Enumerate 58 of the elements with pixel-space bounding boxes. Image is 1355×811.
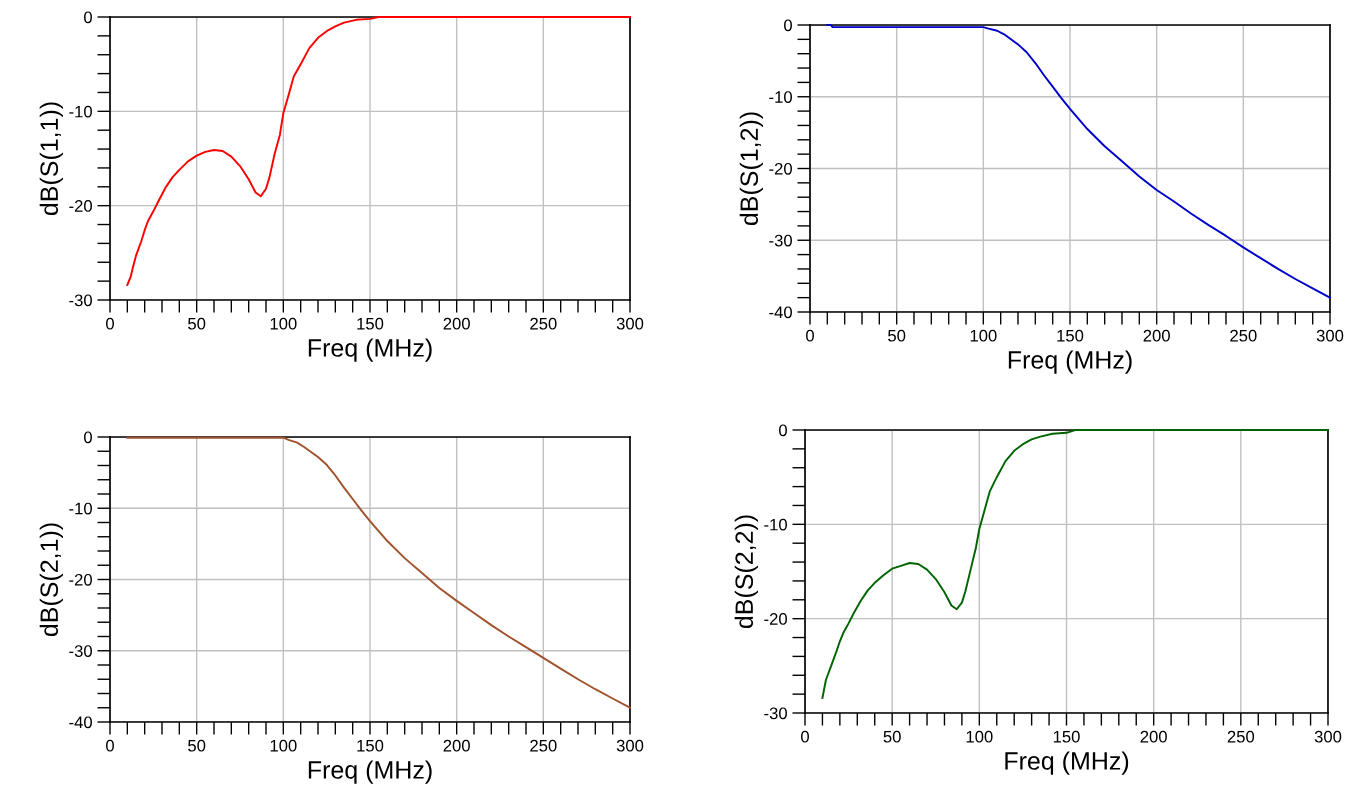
y-axis-title: dB(S(1,1)) xyxy=(39,102,63,216)
x-tick-label: 200 xyxy=(443,317,470,330)
x-tick-label: 250 xyxy=(530,317,557,330)
y-tick-label: -10 xyxy=(69,105,92,118)
y-tick-label: 0 xyxy=(84,431,92,444)
y-tick-label: -30 xyxy=(69,645,92,657)
x-tick-label: 50 xyxy=(188,317,206,330)
x-tick-label: 250 xyxy=(1227,730,1255,743)
x-tick-label: 200 xyxy=(1140,730,1167,743)
x-tick-label: 150 xyxy=(357,317,384,330)
x-tick-label: 100 xyxy=(270,317,297,330)
x-tick-label: 150 xyxy=(1057,329,1084,342)
y-tick-label: -20 xyxy=(769,162,792,175)
y-tick-label: -40 xyxy=(769,306,792,319)
y-tick-label: -20 xyxy=(764,613,787,625)
x-tick-label: 0 xyxy=(806,329,814,342)
y-tick-label: -40 xyxy=(69,716,92,729)
x-tick-label: 100 xyxy=(966,730,993,743)
line-series xyxy=(821,429,1329,699)
y-tick-label: 0 xyxy=(84,11,92,24)
x-tick-label: 0 xyxy=(106,739,114,752)
x-tick-label: 50 xyxy=(883,730,901,743)
y-tick-label: 0 xyxy=(779,424,787,437)
y-tick-label: -30 xyxy=(764,707,787,720)
x-tick-label: 50 xyxy=(888,329,906,342)
y-axis-title: dB(S(1,2)) xyxy=(739,112,763,226)
y-tick-label: -10 xyxy=(769,91,792,103)
x-tick-label: 200 xyxy=(443,739,470,752)
x-axis-title: Freq (MHz) xyxy=(1005,751,1129,775)
y-tick-label: -30 xyxy=(769,234,792,247)
line-series xyxy=(826,24,1331,299)
x-tick-label: 150 xyxy=(357,739,384,752)
x-axis-title: Freq (MHz) xyxy=(308,760,432,784)
x-tick-label: 300 xyxy=(1316,329,1344,342)
y-tick-label: -10 xyxy=(764,518,787,531)
x-axis-title: Freq (MHz) xyxy=(1008,350,1132,374)
x-tick-label: 250 xyxy=(530,739,557,752)
x-tick-label: 50 xyxy=(188,739,206,752)
y-tick-label: 0 xyxy=(784,19,792,32)
line-series xyxy=(126,436,631,709)
line-series xyxy=(126,16,631,286)
x-tick-label: 250 xyxy=(1230,329,1257,342)
x-tick-label: 100 xyxy=(970,329,997,342)
x-axis-title: Freq (MHz) xyxy=(308,338,432,362)
y-axis-title: dB(S(2,2)) xyxy=(734,515,758,629)
x-tick-label: 300 xyxy=(616,317,644,330)
x-tick-label: 100 xyxy=(270,739,297,752)
x-tick-label: 0 xyxy=(106,317,114,330)
x-tick-label: 300 xyxy=(1314,730,1342,743)
y-tick-label: -30 xyxy=(69,294,92,307)
y-tick-label: -10 xyxy=(69,502,92,515)
x-tick-label: 150 xyxy=(1053,730,1080,743)
y-axis-title: dB(S(2,1)) xyxy=(39,523,63,637)
x-tick-label: 200 xyxy=(1143,329,1170,342)
x-tick-label: 300 xyxy=(616,739,644,752)
x-tick-label: 0 xyxy=(801,730,809,743)
y-tick-label: -20 xyxy=(69,200,92,212)
y-tick-label: -20 xyxy=(69,573,92,586)
